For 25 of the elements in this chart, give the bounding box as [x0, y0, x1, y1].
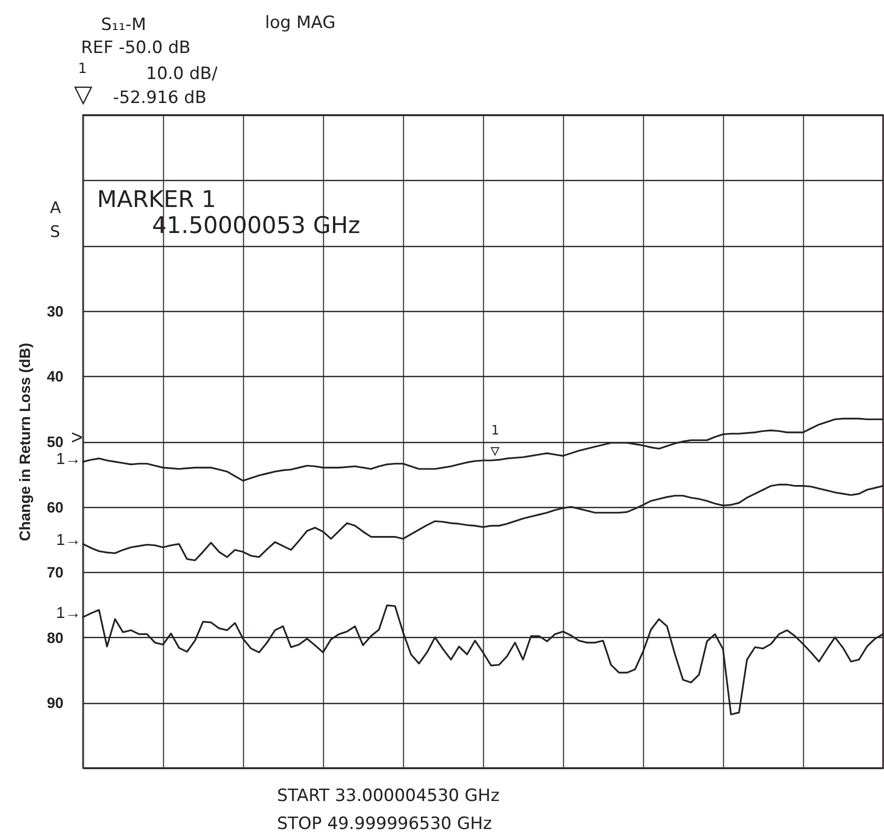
y-tick-label: 50 — [46, 434, 64, 451]
text: -52.916 dB — [113, 88, 206, 108]
text: log MAG — [265, 13, 336, 33]
y-tick-label: 90 — [46, 695, 64, 712]
y-tick-label: 30 — [46, 303, 64, 320]
text: 1→ — [56, 451, 81, 468]
text: 1→ — [56, 605, 81, 622]
text: > — [71, 427, 83, 449]
text: A — [50, 198, 61, 217]
annotation: 1 — [491, 424, 499, 439]
text: STOP 49.999996530 GHz — [277, 814, 492, 834]
text: 1 — [78, 61, 87, 77]
text: S — [50, 222, 60, 241]
y-tick-label: 70 — [46, 564, 64, 582]
text: START 33.000004530 GHz — [277, 786, 500, 806]
y-tick-label: 60 — [46, 499, 64, 516]
text: 10.0 dB/ — [146, 64, 218, 84]
text: ▽ — [74, 80, 93, 108]
text: REF -50.0 dB — [81, 38, 191, 58]
text: S₁₁-M — [101, 15, 146, 35]
text: 1→ — [56, 532, 81, 549]
y-axis-title: Change in Return Loss (dB) — [16, 342, 34, 542]
y-tick-label: 40 — [46, 368, 64, 386]
annotation: ▽ — [490, 442, 500, 460]
y-tick-label: 80 — [46, 630, 64, 647]
